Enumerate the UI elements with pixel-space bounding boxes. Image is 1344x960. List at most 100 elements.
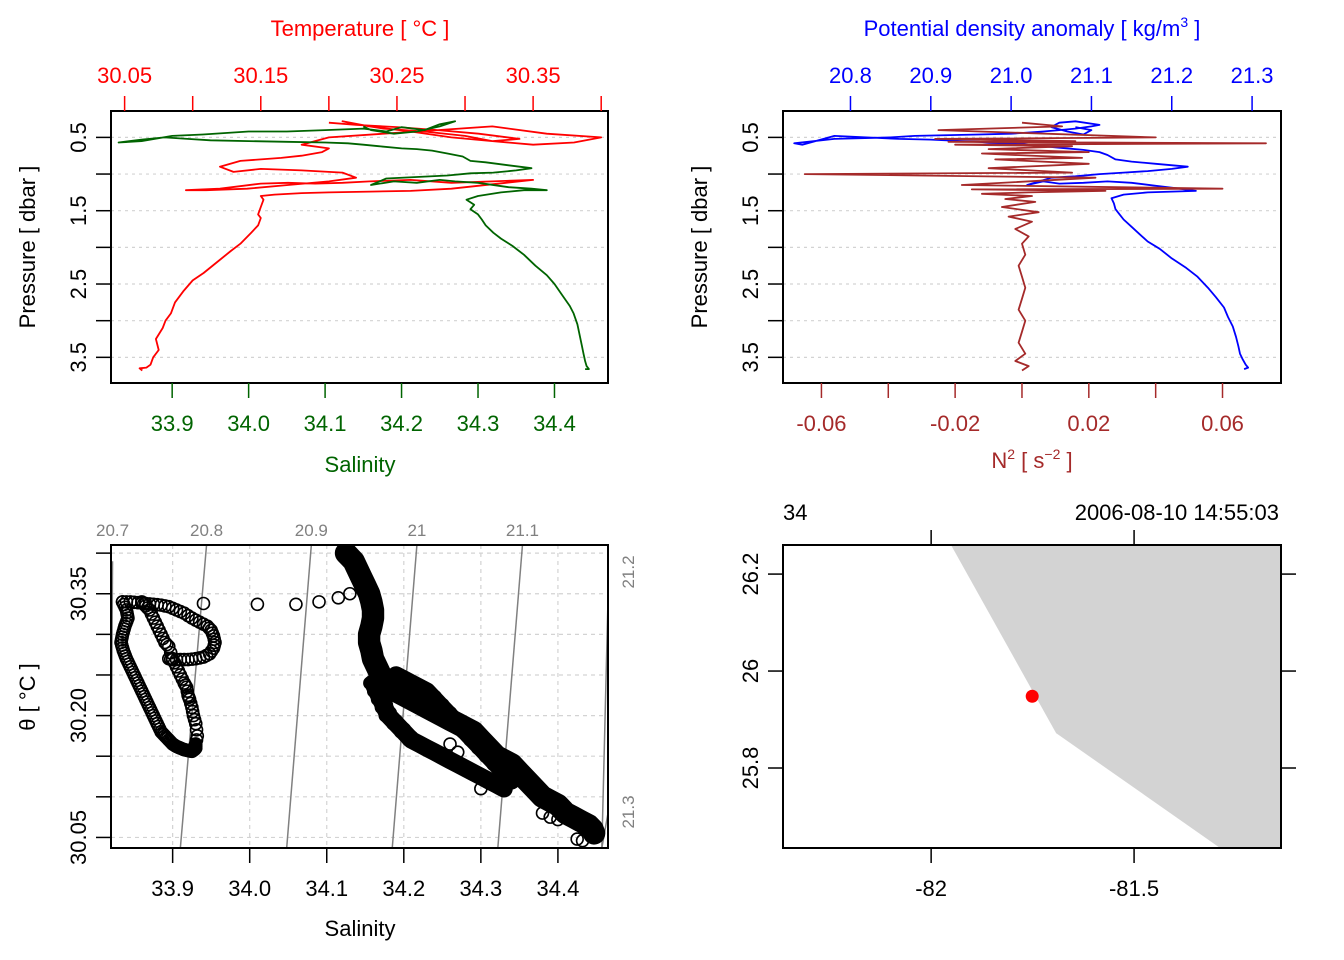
ts-point	[584, 826, 598, 841]
tick-label: 30.25	[369, 63, 424, 88]
profile-lines	[793, 120, 1267, 372]
ts-point	[289, 597, 303, 612]
panel-temperature-salinity-profile: Temperature [ °C ] Salinity Pressure [ d…	[15, 16, 609, 477]
ts-point	[391, 669, 406, 684]
tick-label: 34.4	[537, 876, 580, 901]
ts-point	[535, 806, 550, 820]
tick-label: 20.9	[909, 63, 952, 88]
series-line-salinity	[117, 120, 590, 371]
station-dot	[1025, 689, 1039, 703]
tick-label: 26.2	[738, 553, 763, 596]
tick-label: 33.9	[151, 876, 194, 901]
ts-axes: 20.7 20.8 20.9 21 21.1 21.2 21.3 33.9 34.0 34.1 34…	[66, 521, 638, 901]
station-marker	[1025, 689, 1039, 703]
ts-point	[407, 734, 421, 749]
plot-frame	[782, 110, 1282, 384]
ts-point	[407, 693, 421, 708]
temperature-axis-title: Temperature [ °C ]	[271, 16, 450, 41]
coastline-land	[951, 545, 1281, 848]
isopycnal-label: 21	[407, 521, 426, 540]
ts-points	[114, 545, 606, 848]
tick-label: 21.1	[1070, 63, 1113, 88]
ts-point	[331, 591, 346, 605]
pressure-axis-title: Pressure [ dbar ]	[15, 166, 40, 329]
ts-point	[343, 586, 357, 601]
ts-point	[453, 758, 468, 773]
salinity-axis-title: Salinity	[325, 452, 396, 477]
panel-ts-diagram: Salinity θ [ °C ] 20.7 20.8 20.9 21 21.1 21.2…	[15, 521, 638, 941]
tick-label: 30.20	[66, 688, 91, 743]
map-axes: -82 -81.5 25.8 26 26.2	[738, 530, 1296, 901]
temperature-axis: 30.05 30.15 30.25 30.35	[97, 63, 602, 111]
n2-axis: -0.06 -0.02 0.02 0.06	[796, 383, 1244, 436]
pressure-axis-title: Pressure [ dbar ]	[687, 166, 712, 329]
isopycnal-label: 21.1	[506, 521, 539, 540]
ts-point	[399, 689, 414, 704]
ts-point	[158, 635, 172, 650]
ts-point	[187, 741, 202, 755]
plot-frame	[110, 544, 609, 849]
isopycnal-label: 20.8	[190, 521, 223, 540]
tick-label: 0.06	[1201, 411, 1244, 436]
tick-label: -0.02	[930, 411, 980, 436]
ts-point	[538, 791, 552, 805]
tick-label: 34.0	[227, 411, 270, 436]
tick-label: 34.2	[382, 876, 425, 901]
tick-label: 21.0	[990, 63, 1033, 88]
tick-label: 30.35	[506, 63, 561, 88]
ts-point	[569, 811, 583, 826]
station-id-label: 34	[783, 500, 807, 525]
ts-point	[399, 673, 414, 688]
tick-label: 3.5	[66, 342, 91, 373]
ts-point	[391, 685, 406, 700]
panel-station-map: 34 2006-08-10 14:55:03 -82 -81.5 25.8 26 26.…	[738, 500, 1296, 901]
ts-point	[438, 750, 452, 765]
ts-point	[468, 767, 483, 781]
ts-point	[407, 677, 421, 692]
tick-label: 34.4	[533, 411, 576, 436]
ts-point	[450, 745, 465, 759]
tick-label: 1.5	[738, 195, 763, 226]
tick-label: 2.5	[738, 269, 763, 300]
tick-label: 30.35	[66, 566, 91, 621]
pressure-axis: 0.5 1.5 2.5 3.5	[66, 122, 111, 373]
series-line-n2	[803, 121, 1267, 372]
pressure-gridlines	[783, 136, 1281, 358]
ts-point	[589, 825, 604, 839]
tick-label: 30.05	[97, 63, 152, 88]
panel-density-n2-profile: Potential density anomaly [ kg/m3 ] N2 […	[687, 14, 1282, 473]
tick-label: 34.1	[304, 411, 347, 436]
ts-point	[494, 781, 508, 796]
ts-point	[363, 589, 377, 604]
ts-point	[430, 746, 444, 761]
tick-label: -0.06	[796, 411, 846, 436]
salinity-axis: 33.9 34.0 34.1 34.2 34.3 34.4	[151, 383, 576, 436]
ts-point	[570, 832, 584, 846]
ts-point	[501, 773, 516, 788]
tick-label: 34.2	[380, 411, 423, 436]
tick-label: 0.02	[1067, 411, 1110, 436]
n2-axis-title: N2 [ s−2 ]	[991, 446, 1072, 473]
map-frame	[782, 544, 1282, 849]
profile-lines	[117, 120, 603, 372]
tick-label: 34.0	[228, 876, 271, 901]
tick-label: 21.3	[1231, 63, 1274, 88]
isopycnal-label: 20.7	[96, 521, 129, 540]
tick-label: 34.3	[459, 876, 502, 901]
ts-point	[505, 771, 519, 785]
ts-point	[420, 741, 434, 755]
ts-point	[461, 762, 475, 777]
ts-point	[160, 637, 174, 652]
pressure-gridlines	[111, 136, 608, 358]
tick-label: 25.8	[738, 747, 763, 790]
ts-point	[443, 737, 457, 751]
tick-label: 3.5	[738, 342, 763, 373]
ts-point	[551, 812, 565, 827]
ts-point	[200, 619, 215, 634]
tick-label: -81.5	[1109, 876, 1159, 901]
ts-point	[484, 775, 498, 789]
tick-label: 0.5	[738, 122, 763, 153]
ts-point	[189, 723, 204, 737]
tick-label: 30.15	[233, 63, 288, 88]
